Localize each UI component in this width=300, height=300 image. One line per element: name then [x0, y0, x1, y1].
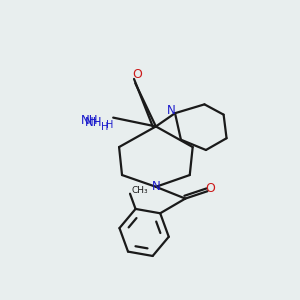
- Text: NH: NH: [85, 116, 103, 128]
- Text: CH₃: CH₃: [131, 186, 148, 195]
- Text: N: N: [167, 104, 176, 117]
- Text: NH: NH: [81, 114, 98, 127]
- Text: O: O: [132, 68, 142, 81]
- Text: N: N: [152, 180, 160, 193]
- Text: H: H: [101, 122, 108, 132]
- Text: H: H: [106, 120, 113, 130]
- Text: O: O: [205, 182, 215, 195]
